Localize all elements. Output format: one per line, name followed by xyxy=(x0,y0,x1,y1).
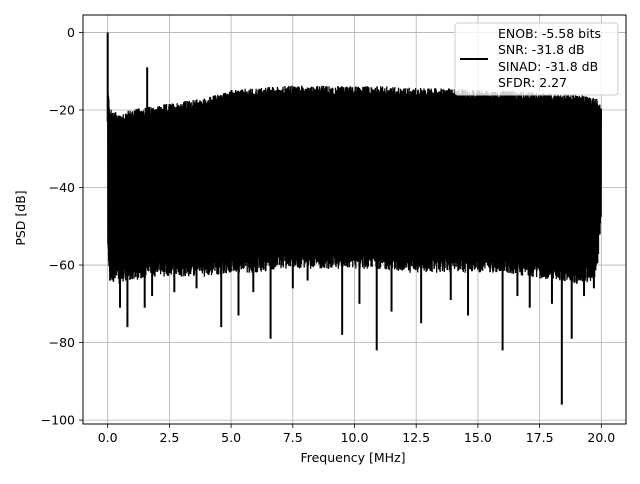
x-tick-label: 15.0 xyxy=(464,430,492,445)
x-tick-label: 5.0 xyxy=(221,430,241,445)
x-tick-label: 7.5 xyxy=(283,430,303,445)
x-tick-label: 20.0 xyxy=(587,430,615,445)
legend-enob: ENOB: -5.58 bits xyxy=(498,26,601,41)
y-tick-label: 0 xyxy=(67,25,75,40)
y-axis-ticks: 0 −20 −40 −60 −80 −100 xyxy=(41,25,83,428)
y-tick-label: −80 xyxy=(49,335,75,350)
psd-series xyxy=(106,32,602,405)
x-tick-label: 12.5 xyxy=(402,430,430,445)
x-tick-label: 17.5 xyxy=(526,430,554,445)
y-tick-label: −20 xyxy=(49,102,75,117)
x-axis-label: Frequency [MHz] xyxy=(300,450,405,465)
x-tick-label: 0.0 xyxy=(98,430,118,445)
x-axis-ticks: 0.0 2.5 5.0 7.5 10.0 12.5 15.0 17.5 20.0 xyxy=(98,424,615,445)
x-tick-label: 2.5 xyxy=(159,430,179,445)
psd-trace xyxy=(107,85,602,285)
legend-sinad: SINAD: -31.8 dB xyxy=(498,59,598,74)
y-tick-label: −40 xyxy=(49,180,75,195)
y-tick-label: −100 xyxy=(41,413,75,428)
y-axis-label: PSD [dB] xyxy=(13,190,28,245)
x-tick-label: 10.0 xyxy=(341,430,369,445)
legend-sfdr: SFDR: 2.27 xyxy=(498,75,567,90)
y-tick-label: −60 xyxy=(49,258,75,273)
legend-snr: SNR: -31.8 dB xyxy=(498,42,585,57)
legend: ENOB: -5.58 bits SNR: -31.8 dB SINAD: -3… xyxy=(454,22,619,96)
legend-box xyxy=(454,22,619,96)
